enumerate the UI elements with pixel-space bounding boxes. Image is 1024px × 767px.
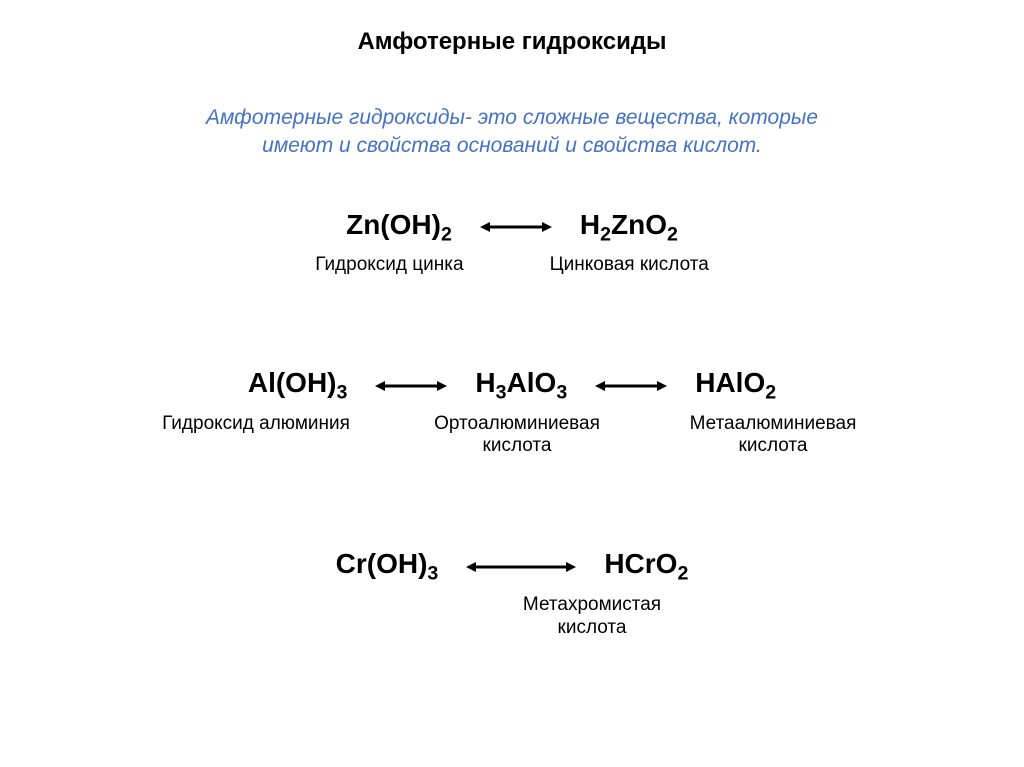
label-metachromic-acid: Метахромистая кислота <box>523 594 661 640</box>
labels-row-aluminium: Гидроксид алюминия Ортоалюминиевая кисло… <box>0 413 1024 459</box>
label-line: Ортоалюминиевая <box>434 413 600 434</box>
label-line: кислота <box>483 435 552 456</box>
formula-h3-alo3: H3AlO3 <box>475 367 567 405</box>
double-arrow-icon <box>466 559 576 575</box>
reaction-row-zinc: Zn(OH)2 H2ZnO2 <box>0 209 1024 247</box>
formula-cr-oh-3: Cr(OH)3 <box>336 548 439 586</box>
label-orthoaluminic-acid: Ортоалюминиевая кислота <box>417 413 617 459</box>
page-title: Амфотерные гидроксиды <box>0 0 1024 56</box>
double-arrow-icon <box>480 219 552 235</box>
reaction-row-chromium: Cr(OH)3 HCrO2 <box>0 548 1024 586</box>
label-zinc-hydroxide: Гидроксид цинка <box>315 254 463 277</box>
labels-row-chromium: Метахромистая кислота <box>160 594 1024 640</box>
label-line: Метахромистая <box>523 594 661 615</box>
definition-line-1: Амфотерные гидроксиды- это сложные вещес… <box>206 106 818 129</box>
reaction-row-aluminium: Al(OH)3 H3AlO3 HAlO2 <box>0 367 1024 405</box>
formula-halo2: HAlO2 <box>695 367 776 405</box>
definition-line-2: имеют и свойства оснований и свойства ки… <box>262 134 762 157</box>
formula-al-oh-3: Al(OH)3 <box>248 367 348 405</box>
double-arrow-icon <box>595 378 667 394</box>
label-line: кислота <box>558 617 627 638</box>
double-arrow-icon <box>375 378 447 394</box>
labels-row-zinc: Гидроксид цинка Цинковая кислота <box>0 254 1024 277</box>
label-line: Метаалюминиевая <box>690 413 857 434</box>
label-zinc-acid: Цинковая кислота <box>550 254 709 277</box>
label-line: кислота <box>739 435 808 456</box>
label-metaaluminic-acid: Метаалюминиевая кислота <box>673 413 873 459</box>
formula-zn-oh-2: Zn(OH)2 <box>346 209 452 247</box>
definition-text: Амфотерные гидроксиды- это сложные вещес… <box>0 104 1024 161</box>
label-aluminium-hydroxide: Гидроксид алюминия <box>151 413 361 459</box>
formula-hcro2: HCrO2 <box>604 548 688 586</box>
formula-h2-zno2: H2ZnO2 <box>580 209 678 247</box>
